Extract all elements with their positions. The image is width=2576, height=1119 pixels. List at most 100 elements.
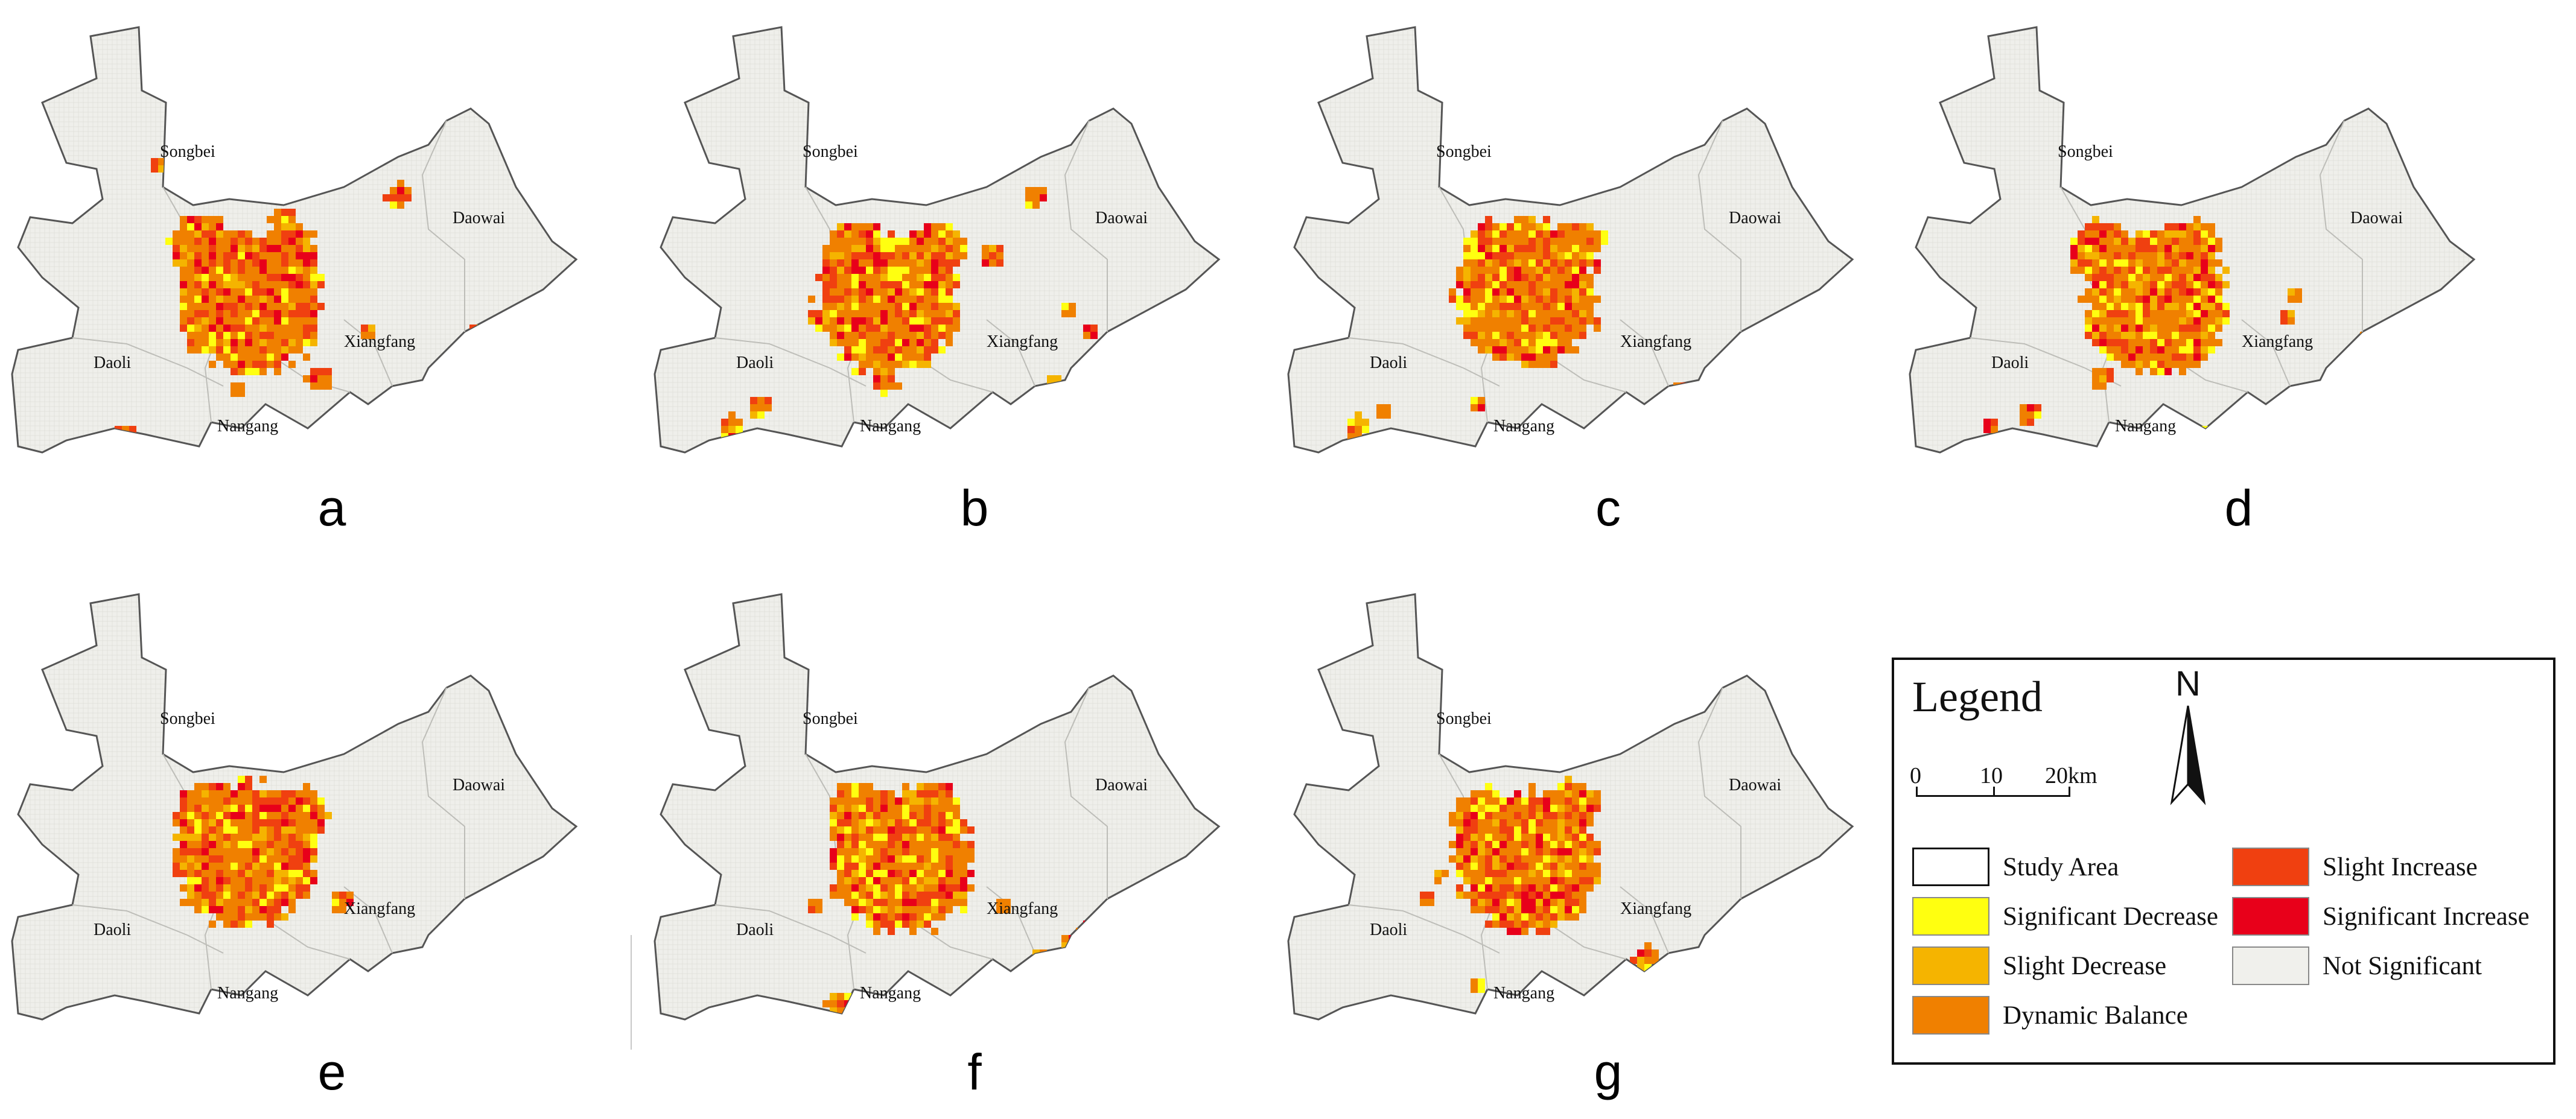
map-svg-c: Songbei Daowai Daoli Xiangfang Nangang xyxy=(1287,26,1854,454)
hotspot-cells xyxy=(1983,216,2374,440)
district-label-daoli: Daoli xyxy=(1370,353,1407,372)
district-label-daowai: Daowai xyxy=(1729,776,1781,794)
district-label-daoli: Daoli xyxy=(1991,353,2029,372)
district-boundary xyxy=(1547,355,1627,393)
district-label-nangang: Nangang xyxy=(860,984,921,1003)
district-boundary xyxy=(714,904,867,954)
district-boundary xyxy=(1064,687,1108,899)
legend-title: Legend xyxy=(1912,673,2043,721)
district-label-songbei: Songbei xyxy=(1436,142,1492,161)
legend-item-label: Not Significant xyxy=(2323,951,2482,980)
north-arrow-icon xyxy=(2170,705,2206,805)
hotspot-cells xyxy=(71,158,491,452)
district-boundary xyxy=(1697,120,1741,332)
district-label-songbei: Songbei xyxy=(2058,142,2113,161)
district-boundary xyxy=(72,904,224,954)
legend-item-dynamic-balance: Dynamic Balance xyxy=(1912,994,2188,1036)
district-boundary xyxy=(421,120,465,332)
map-svg-b: Songbei Daowai Daoli Xiangfang Nangang xyxy=(654,26,1221,454)
district-label-daowai: Daowai xyxy=(1095,776,1148,794)
map-panel-d: Songbei Daowai Daoli Xiangfang Nangang xyxy=(1904,6,2507,464)
district-boundary xyxy=(914,922,993,960)
district-label-daowai: Daowai xyxy=(1729,209,1781,227)
district-boundary xyxy=(421,687,465,899)
district-boundary xyxy=(72,337,224,387)
district-boundary xyxy=(1547,922,1627,960)
district-boundary xyxy=(343,319,393,387)
district-label-xiangfang: Xiangfang xyxy=(1620,899,1691,918)
district-boundary xyxy=(1064,120,1108,332)
hotspot-cells xyxy=(765,783,1105,1019)
panel-divider xyxy=(631,935,632,1050)
legend-item-label: Significant Increase xyxy=(2323,902,2530,931)
legend-swatch xyxy=(1912,996,1989,1035)
map-panel-a: Songbei Daowai Daoli Xiangfang Nangang xyxy=(6,6,609,464)
district-boundary xyxy=(271,922,351,960)
legend-item-study-area: Study Area xyxy=(1912,846,2119,888)
scale-bar xyxy=(1916,787,2070,797)
district-label-nangang: Nangang xyxy=(2115,417,2176,436)
panel-label-c: c xyxy=(1595,480,1621,536)
scale-label-mid: 10 xyxy=(1980,763,2003,788)
panel-label-g: g xyxy=(1594,1044,1623,1100)
district-boundary xyxy=(1348,337,1500,387)
district-boundary xyxy=(2241,319,2291,387)
district-label-xiangfang: Xiangfang xyxy=(2242,332,2313,351)
legend-item-not-significant: Not Significant xyxy=(2232,945,2482,987)
north-arrow: N xyxy=(2155,664,2221,814)
district-label-songbei: Songbei xyxy=(803,142,858,161)
district-label-xiangfang: Xiangfang xyxy=(987,899,1058,918)
legend-item-label: Significant Decrease xyxy=(2003,902,2218,931)
map-panel-g: Songbei Daowai Daoli Xiangfang Nangang xyxy=(1282,573,1886,1032)
district-label-xiangfang: Xiangfang xyxy=(1620,332,1691,351)
scale-label-end: 20km xyxy=(2045,763,2097,788)
legend-swatch xyxy=(2232,897,2309,936)
district-label-nangang: Nangang xyxy=(1493,417,1554,436)
district-label-nangang: Nangang xyxy=(217,984,278,1003)
map-panel-e: Songbei Daowai Daoli Xiangfang Nangang xyxy=(6,573,609,1032)
district-label-daoli: Daoli xyxy=(736,353,774,372)
district-label-nangang: Nangang xyxy=(1493,984,1554,1003)
district-label-daowai: Daowai xyxy=(453,209,505,227)
district-label-songbei: Songbei xyxy=(1436,709,1492,728)
district-label-nangang: Nangang xyxy=(860,417,921,436)
north-label: N xyxy=(2175,664,2201,703)
legend-box: Legend 0 10 20km N Study Area Significan… xyxy=(1892,658,2555,1065)
map-svg-d: Songbei Daowai Daoli Xiangfang Nangang xyxy=(1909,26,2476,454)
district-boundary xyxy=(1348,904,1500,954)
district-label-daoli: Daoli xyxy=(736,921,774,939)
district-label-songbei: Songbei xyxy=(160,142,215,161)
district-boundary xyxy=(1620,319,1669,387)
legend-item-label: Study Area xyxy=(2003,852,2119,881)
district-label-xiangfang: Xiangfang xyxy=(987,332,1058,351)
map-svg-f: Songbei Daowai Daoli Xiangfang Nangang xyxy=(654,593,1221,1021)
panel-label-b: b xyxy=(960,480,989,536)
map-panel-c: Songbei Daowai Daoli Xiangfang Nangang xyxy=(1282,6,1886,464)
legend-swatch xyxy=(2232,946,2309,985)
panel-label-e: e xyxy=(317,1044,346,1100)
legend-swatch xyxy=(2232,848,2309,886)
district-label-daowai: Daowai xyxy=(1095,209,1148,227)
district-label-songbei: Songbei xyxy=(803,709,858,728)
legend-swatch xyxy=(1912,848,1989,886)
district-label-songbei: Songbei xyxy=(160,709,215,728)
district-label-daowai: Daowai xyxy=(453,776,505,794)
legend-item-label: Slight Decrease xyxy=(2003,951,2167,980)
legend-item-label: Slight Increase xyxy=(2323,852,2478,881)
map-panel-f: Songbei Daowai Daoli Xiangfang Nangang xyxy=(649,573,1252,1032)
district-label-daoli: Daoli xyxy=(94,353,131,372)
map-panel-b: Songbei Daowai Daoli Xiangfang Nangang xyxy=(649,6,1252,464)
map-svg-a: Songbei Daowai Daoli Xiangfang Nangang xyxy=(11,26,578,454)
district-label-daoli: Daoli xyxy=(1370,921,1407,939)
district-boundary xyxy=(1620,886,1669,954)
legend-swatch xyxy=(1912,946,1989,985)
district-label-nangang: Nangang xyxy=(217,417,278,436)
legend-item-label: Dynamic Balance xyxy=(2003,1001,2188,1030)
district-boundary xyxy=(986,886,1035,954)
district-label-daowai: Daowai xyxy=(2350,209,2403,227)
panel-label-a: a xyxy=(317,480,346,536)
legend-item-significant-decrease: Significant Decrease xyxy=(1912,895,2218,937)
hotspot-cells xyxy=(1347,216,1695,440)
panel-label-f: f xyxy=(967,1044,982,1100)
district-boundary xyxy=(986,319,1035,387)
